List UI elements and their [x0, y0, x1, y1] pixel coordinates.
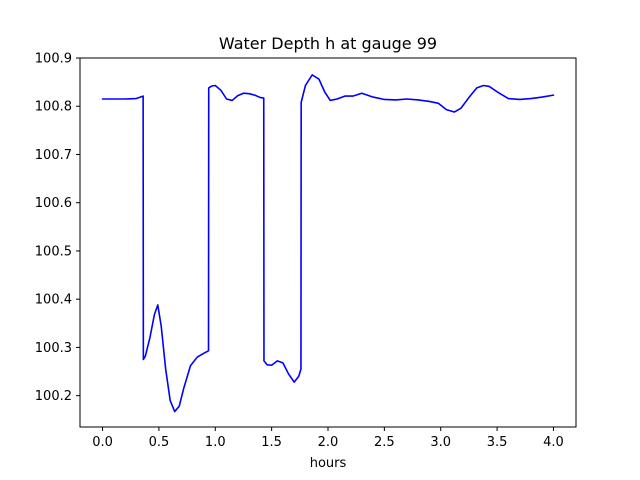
x-tick-label: 4.0 [543, 435, 564, 450]
x-tick-label: 2.0 [318, 435, 339, 450]
x-axis-label: hours [310, 456, 347, 471]
y-tick-label: 100.3 [35, 341, 72, 356]
y-tick-label: 100.2 [35, 389, 72, 404]
y-tick-label: 100.5 [35, 244, 72, 259]
x-axis: 0.0 0.5 1.0 1.5 2.0 2.5 3.0 3.5 4.0 [92, 427, 564, 450]
x-tick-label: 3.0 [430, 435, 451, 450]
plot-frame [79, 57, 577, 428]
x-tick-label: 1.5 [261, 435, 282, 450]
y-tick-label: 100.4 [35, 293, 72, 308]
x-tick-label: 3.5 [487, 435, 508, 450]
y-tick-label: 100.8 [35, 100, 72, 115]
x-tick-label: 0.5 [149, 435, 170, 450]
y-tick-label: 100.9 [35, 52, 72, 67]
x-tick-label: 0.0 [92, 435, 113, 450]
x-tick-label: 1.0 [205, 435, 226, 450]
chart-title: Water Depth h at gauge 99 [219, 34, 437, 53]
plot-area [101, 74, 555, 413]
x-tick-label: 2.5 [374, 435, 395, 450]
series-line-0 [101, 74, 555, 413]
y-tick-label: 100.7 [35, 148, 72, 163]
y-axis: 100.2 100.3 100.4 100.5 100.6 100.7 100.8 100.9 [35, 52, 80, 404]
y-tick-label: 100.6 [35, 196, 72, 211]
